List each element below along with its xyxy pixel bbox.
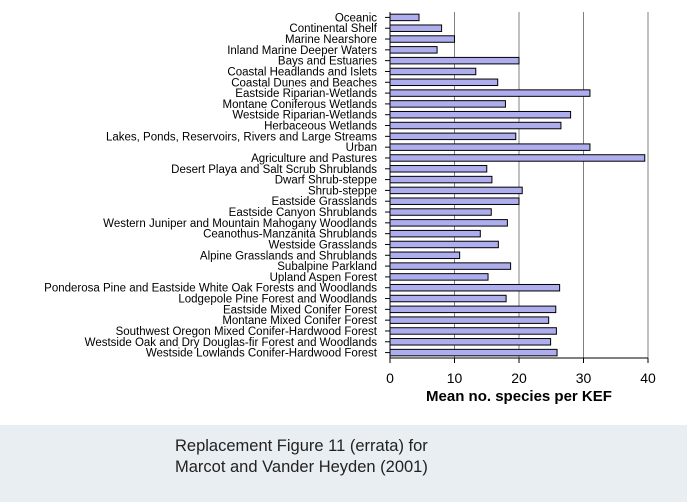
bar (389, 165, 488, 173)
x-tick-labels: 0 10 20 30 40 (386, 370, 656, 386)
bar (389, 197, 520, 205)
category-label: Oceanic (335, 12, 377, 24)
category-label: Ceanothus-Manzanita Shrublands (203, 229, 377, 241)
bar (389, 219, 508, 227)
category-label: Southwest Oregon Mixed Conifer-Hardwood … (116, 326, 378, 338)
bar (389, 24, 443, 32)
bar (389, 121, 562, 130)
category-label: Eastside Grasslands (272, 196, 378, 208)
bar (389, 338, 552, 346)
category-label: Shrub-steppe (308, 185, 377, 197)
bar (389, 294, 507, 303)
bar (389, 316, 550, 324)
bar (389, 110, 572, 119)
x-tick-label: 40 (640, 370, 656, 386)
bar (389, 186, 523, 195)
x-tick-label: 10 (447, 370, 463, 386)
bar (389, 229, 481, 238)
x-tick-label: 20 (511, 370, 527, 386)
category-label: Westside Grasslands (269, 239, 378, 251)
category-label: Marine Nearshore (285, 34, 377, 46)
bar (389, 35, 455, 43)
bar (389, 13, 420, 22)
category-label: Upland Aspen Forest (270, 272, 378, 284)
category-label: Eastside Mixed Conifer Forest (223, 304, 378, 316)
category-label: Dwarf Shrub-steppe (275, 175, 377, 187)
bar (389, 273, 489, 281)
axes (385, 12, 649, 363)
bar (389, 100, 506, 108)
category-label: Westside Lowlands Conifer-Hardwood Fores… (146, 348, 378, 360)
category-label: Desert Playa and Salt Scrub Shrublands (171, 164, 377, 176)
caption-line-2: Marcot and Vander Heyden (2001) (175, 458, 428, 476)
bar (389, 348, 558, 357)
bar (389, 262, 512, 270)
category-label: Urban (346, 142, 377, 154)
category-label: Montane Coniferous Wetlands (223, 99, 378, 111)
bar (389, 240, 499, 249)
bar (389, 154, 646, 162)
category-label: Westside Riparian-Wetlands (232, 110, 377, 122)
x-axis-label: Mean no. species per KEF (426, 388, 612, 405)
category-label: Agriculture and Pastures (251, 153, 377, 165)
category-label: Eastside Canyon Shrublands (229, 207, 378, 219)
category-label: Lodgepole Pine Forest and Woodlands (178, 294, 377, 306)
bar (389, 283, 561, 292)
bars (389, 13, 646, 357)
bar (389, 67, 477, 76)
bar (389, 175, 493, 184)
category-label: Montane Mixed Conifer Forest (222, 315, 377, 327)
category-label: Subalpine Parkland (277, 261, 377, 273)
category-label: Ponderosa Pine and Eastside White Oak Fo… (44, 283, 377, 295)
x-tick-label: 0 (386, 370, 394, 386)
category-label: Coastal Headlands and Islets (227, 66, 377, 78)
bar (389, 143, 591, 151)
category-label: Lakes, Ponds, Reservoirs, Rivers and Lar… (106, 131, 377, 143)
bar (389, 208, 492, 216)
bar (389, 305, 557, 314)
category-label: Herbaceous Wetlands (264, 121, 377, 133)
category-label: Western Juniper and Mountain Mahogany Wo… (103, 218, 377, 230)
bar (389, 251, 461, 260)
category-label: Inland Marine Deeper Waters (227, 45, 377, 57)
x-tick-label: 30 (576, 370, 592, 386)
category-label: Bays and Estuaries (278, 56, 377, 68)
category-label: Alpine Grasslands and Shrublands (200, 250, 377, 262)
category-label: Eastside Riparian-Wetlands (235, 88, 377, 100)
bar (389, 56, 520, 65)
category-label: Continental Shelf (289, 23, 377, 35)
bar (389, 89, 591, 97)
chart-area: Oceanic Continental Shelf Marine Nearshore… (0, 0, 687, 425)
category-label: Westside Oak and Dry Douglas-fir Forest … (85, 337, 378, 349)
bar (389, 78, 499, 87)
caption-line-1: Replacement Figure 11 (errata) for (175, 437, 428, 455)
bar (389, 46, 438, 54)
bar (389, 132, 517, 141)
bar (389, 327, 557, 335)
figure-caption: Replacement Figure 11 (errata) for Marco… (175, 436, 655, 478)
category-label: Coastal Dunes and Beaches (231, 77, 377, 89)
